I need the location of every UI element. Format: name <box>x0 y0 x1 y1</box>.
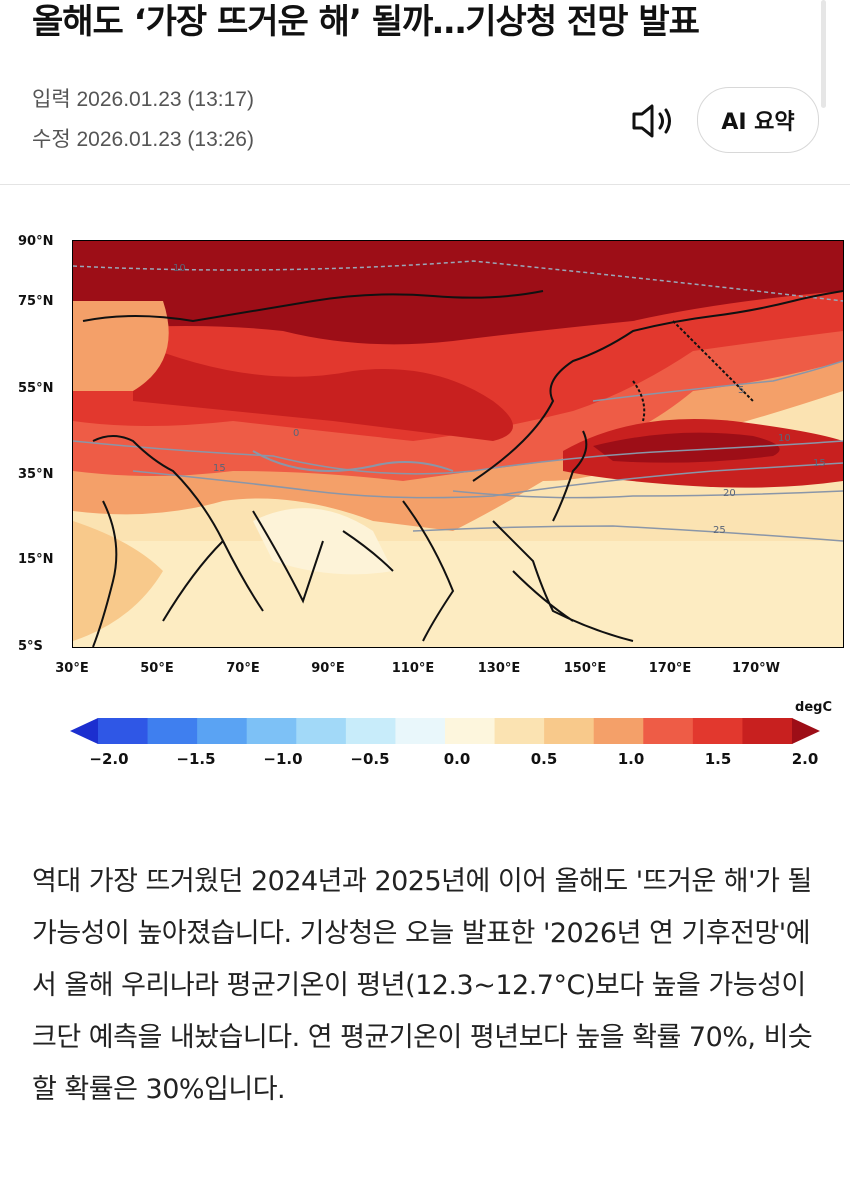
svg-text:0: 0 <box>293 428 299 439</box>
lat-label-35n: 35°N <box>18 467 54 482</box>
colorbar-arrow-left <box>70 718 98 744</box>
colorbar-tick: −1.5 <box>176 750 216 768</box>
map-svg: 10 15 20 25 5 0 10 15 <box>73 241 843 647</box>
colorbar-segment <box>246 718 297 744</box>
scrollbar[interactable] <box>821 0 826 108</box>
colorbar-arrow-right <box>792 718 820 744</box>
article-body: 역대 가장 뜨거웠던 2024년과 2025년에 이어 올해도 '뜨거운 해'가… <box>32 866 813 1105</box>
lon-label-70e: 70°E <box>226 661 260 676</box>
colorbar-segment <box>494 718 545 744</box>
colorbar-segment <box>395 718 446 744</box>
svg-text:15: 15 <box>813 458 826 469</box>
colorbar-tick: 1.0 <box>617 750 645 768</box>
colorbar-segment <box>643 718 694 744</box>
lat-label-5s: 5°S <box>18 639 43 654</box>
colorbar-segment <box>544 718 595 744</box>
lon-label-30e: 30°E <box>55 661 89 676</box>
article-meta: 입력 2026.01.23 (13:17) 수정 2026.01.23 (13:… <box>32 80 254 160</box>
divider <box>0 184 850 185</box>
svg-text:25: 25 <box>713 525 726 536</box>
temperature-anomaly-figure: 10 15 20 25 5 0 10 15 90°N 75°N 55°N 35°… <box>0 226 850 786</box>
colorbar-tick: 2.0 <box>791 750 819 768</box>
lon-label-110e: 110°E <box>391 661 435 676</box>
speaker-icon[interactable] <box>628 100 678 142</box>
lon-label-90e: 90°E <box>311 661 345 676</box>
colorbar-segment <box>742 718 793 744</box>
colorbar-unit: degC <box>795 700 832 715</box>
lat-label-15n: 15°N <box>18 552 54 567</box>
colorbar-tick: 1.5 <box>704 750 732 768</box>
lon-label-170e: 170°E <box>648 661 692 676</box>
lon-label-170w: 170°W <box>732 661 780 676</box>
colorbar-segment <box>296 718 347 744</box>
colorbar <box>70 718 820 744</box>
svg-text:20: 20 <box>723 488 736 499</box>
colorbar-tick: −0.5 <box>350 750 390 768</box>
article-headline: 올해도 ‘가장 뜨거운 해’ 될까…기상청 전망 발표 <box>32 2 700 42</box>
lon-label-50e: 50°E <box>140 661 174 676</box>
lat-label-55n: 55°N <box>18 381 54 396</box>
colorbar-tick: −2.0 <box>89 750 129 768</box>
input-timestamp: 입력 2026.01.23 (13:17) <box>32 88 254 111</box>
lat-label-90n: 90°N <box>18 234 54 249</box>
colorbar-tick: 0.0 <box>443 750 471 768</box>
lon-label-130e: 130°E <box>477 661 521 676</box>
colorbar-segment <box>445 718 496 744</box>
edit-timestamp: 수정 2026.01.23 (13:26) <box>32 128 254 151</box>
colorbar-segment <box>197 718 248 744</box>
svg-text:5: 5 <box>738 385 744 396</box>
svg-text:10: 10 <box>778 433 791 444</box>
colorbar-tick: 0.5 <box>530 750 558 768</box>
colorbar-segment <box>593 718 644 744</box>
lon-label-150e: 150°E <box>563 661 607 676</box>
svg-text:10: 10 <box>173 263 186 274</box>
colorbar-tick: −1.0 <box>263 750 303 768</box>
lat-label-75n: 75°N <box>18 294 54 309</box>
svg-text:15: 15 <box>213 463 226 474</box>
colorbar-segment <box>147 718 198 744</box>
colorbar-segment <box>345 718 396 744</box>
anomaly-map: 10 15 20 25 5 0 10 15 <box>72 240 844 648</box>
ai-summary-button[interactable]: AI 요약 <box>697 87 819 153</box>
colorbar-segment <box>692 718 743 744</box>
colorbar-segment <box>98 718 149 744</box>
